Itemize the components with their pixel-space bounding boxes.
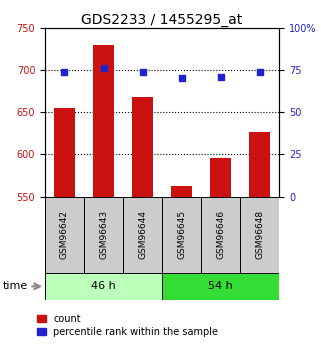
- Text: GSM96643: GSM96643: [99, 210, 108, 259]
- Point: [140, 69, 145, 74]
- Bar: [45, 197, 84, 273]
- Bar: [201, 197, 240, 273]
- Point: [257, 69, 262, 74]
- Text: time: time: [3, 282, 29, 291]
- Bar: [162, 197, 201, 273]
- Bar: [162, 273, 279, 300]
- Bar: [132, 97, 153, 197]
- Text: GSM96648: GSM96648: [255, 210, 264, 259]
- Bar: [249, 131, 271, 197]
- Bar: [45, 273, 162, 300]
- Text: 54 h: 54 h: [208, 282, 233, 291]
- Point: [218, 74, 223, 79]
- Text: GSM96645: GSM96645: [177, 210, 186, 259]
- Point: [101, 66, 106, 71]
- Text: GSM96646: GSM96646: [216, 210, 225, 259]
- Bar: [123, 197, 162, 273]
- Text: 46 h: 46 h: [91, 282, 116, 291]
- Title: GDS2233 / 1455295_at: GDS2233 / 1455295_at: [82, 12, 243, 27]
- Bar: [84, 197, 123, 273]
- Bar: [240, 197, 279, 273]
- Text: GSM96644: GSM96644: [138, 210, 147, 259]
- Legend: count, percentile rank within the sample: count, percentile rank within the sample: [37, 314, 219, 337]
- Bar: [93, 45, 114, 197]
- Point: [62, 69, 67, 74]
- Bar: [54, 108, 75, 197]
- Point: [179, 76, 184, 81]
- Bar: [210, 158, 231, 197]
- Bar: [171, 186, 192, 197]
- Text: GSM96642: GSM96642: [60, 210, 69, 259]
